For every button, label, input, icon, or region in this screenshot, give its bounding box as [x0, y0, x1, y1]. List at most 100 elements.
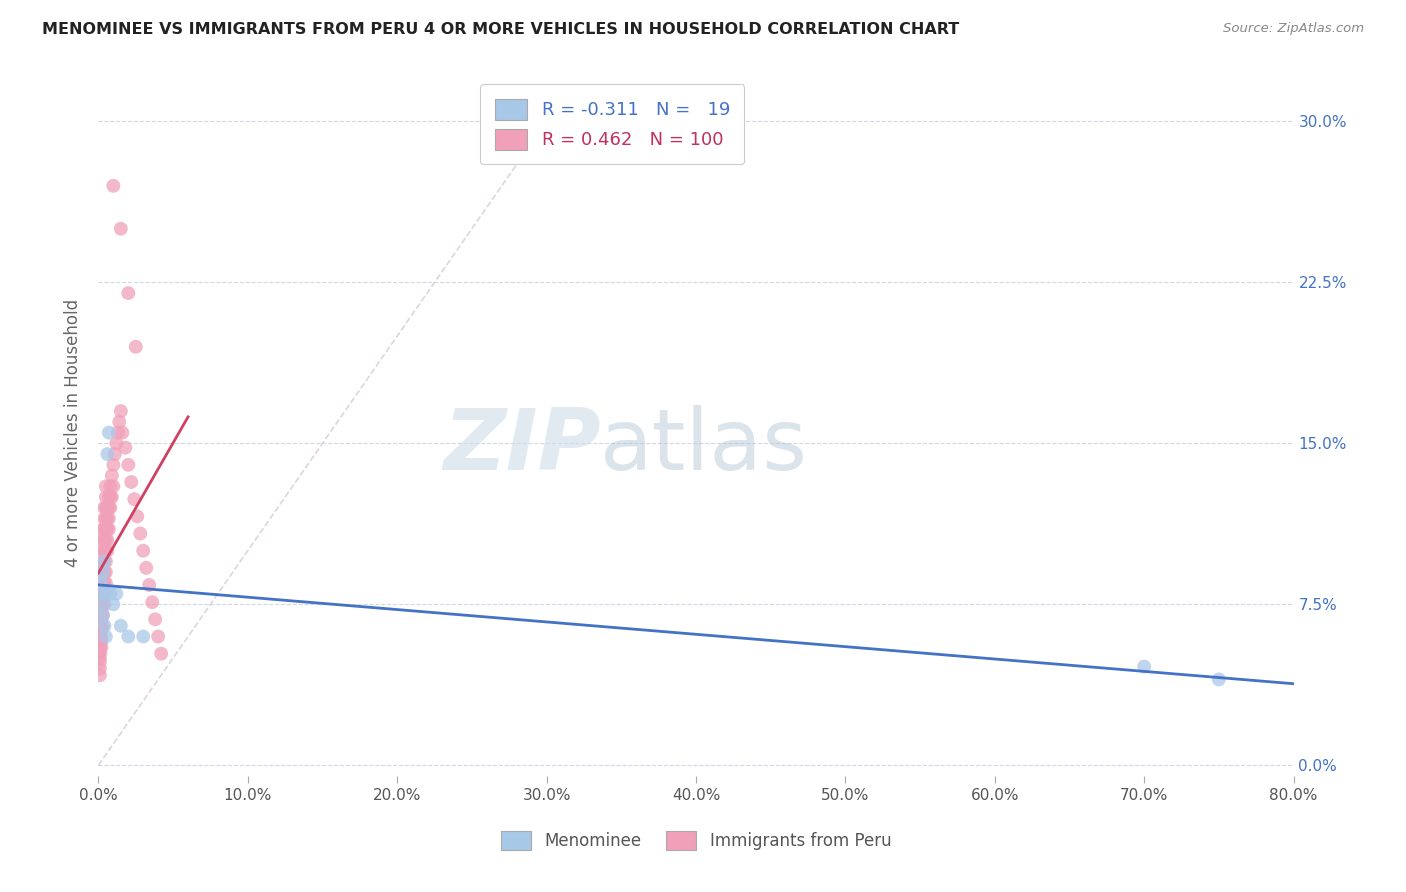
Point — [98, 479, 122, 493]
Point — [89, 651, 111, 665]
Point — [89, 608, 111, 623]
Point — [94, 490, 117, 504]
Point — [90, 608, 112, 623]
Point — [97, 490, 120, 504]
Point — [93, 500, 115, 515]
Point — [89, 604, 111, 618]
Point — [89, 616, 111, 631]
Point — [104, 447, 127, 461]
Point — [93, 598, 115, 612]
Point — [93, 575, 115, 590]
Point — [90, 569, 112, 583]
Point — [96, 543, 118, 558]
Point — [141, 595, 163, 609]
Point — [90, 601, 112, 615]
Point — [98, 490, 122, 504]
Point — [89, 623, 111, 637]
Point — [89, 644, 111, 658]
Point — [90, 619, 112, 633]
Point — [90, 612, 112, 626]
Point — [90, 580, 112, 594]
Point — [94, 479, 117, 493]
Point — [96, 522, 118, 536]
Point — [93, 586, 115, 600]
Point — [94, 630, 117, 644]
Point — [94, 575, 117, 590]
Point — [94, 565, 117, 579]
Point — [91, 598, 114, 612]
Point — [93, 511, 115, 525]
Point — [89, 612, 111, 626]
Point — [125, 340, 148, 354]
Point — [105, 436, 128, 450]
Text: ZIP: ZIP — [443, 405, 600, 488]
Point — [89, 619, 111, 633]
Point — [103, 479, 125, 493]
Point — [91, 522, 114, 536]
Point — [90, 598, 112, 612]
Point — [91, 533, 114, 547]
Point — [90, 565, 112, 579]
Point — [91, 608, 114, 623]
Point — [97, 511, 120, 525]
Text: Source: ZipAtlas.com: Source: ZipAtlas.com — [1223, 22, 1364, 36]
Point — [103, 178, 125, 193]
Point — [108, 415, 131, 429]
Point — [93, 533, 115, 547]
Point — [150, 647, 173, 661]
Point — [103, 598, 125, 612]
Point — [91, 619, 114, 633]
Point — [89, 630, 111, 644]
Point — [148, 630, 170, 644]
Point — [94, 554, 117, 568]
Point — [94, 543, 117, 558]
Point — [129, 526, 152, 541]
Point — [143, 612, 166, 626]
Point — [96, 511, 118, 525]
Point — [97, 522, 120, 536]
Point — [96, 447, 118, 461]
Point — [90, 575, 112, 590]
Point — [90, 598, 112, 612]
Point — [97, 425, 120, 440]
Y-axis label: 4 or more Vehicles in Household: 4 or more Vehicles in Household — [65, 299, 83, 566]
Point — [93, 619, 115, 633]
Point — [89, 598, 111, 612]
Point — [93, 554, 115, 568]
Point — [114, 441, 136, 455]
Point — [117, 286, 139, 301]
Point — [96, 500, 118, 515]
Point — [91, 554, 114, 568]
Point — [135, 561, 157, 575]
Point — [94, 511, 117, 525]
Point — [138, 578, 160, 592]
Point — [101, 468, 124, 483]
Point — [91, 608, 114, 623]
Point — [91, 586, 114, 600]
Point — [90, 630, 112, 644]
Point — [94, 533, 117, 547]
Point — [117, 458, 139, 472]
Point — [89, 655, 111, 669]
Text: MENOMINEE VS IMMIGRANTS FROM PERU 4 OR MORE VEHICLES IN HOUSEHOLD CORRELATION CH: MENOMINEE VS IMMIGRANTS FROM PERU 4 OR M… — [42, 22, 959, 37]
Point — [120, 475, 142, 489]
Point — [93, 522, 115, 536]
Point — [97, 500, 120, 515]
Point — [89, 662, 111, 676]
Point — [1133, 659, 1156, 673]
Point — [1208, 673, 1230, 687]
Point — [91, 565, 114, 579]
Point — [117, 630, 139, 644]
Point — [91, 575, 114, 590]
Point — [90, 623, 112, 637]
Point — [124, 492, 146, 507]
Point — [110, 221, 132, 235]
Point — [90, 633, 112, 648]
Point — [94, 500, 117, 515]
Point — [101, 490, 124, 504]
Point — [90, 640, 112, 655]
Point — [127, 509, 149, 524]
Point — [89, 625, 111, 640]
Point — [90, 575, 112, 590]
Point — [103, 458, 125, 472]
